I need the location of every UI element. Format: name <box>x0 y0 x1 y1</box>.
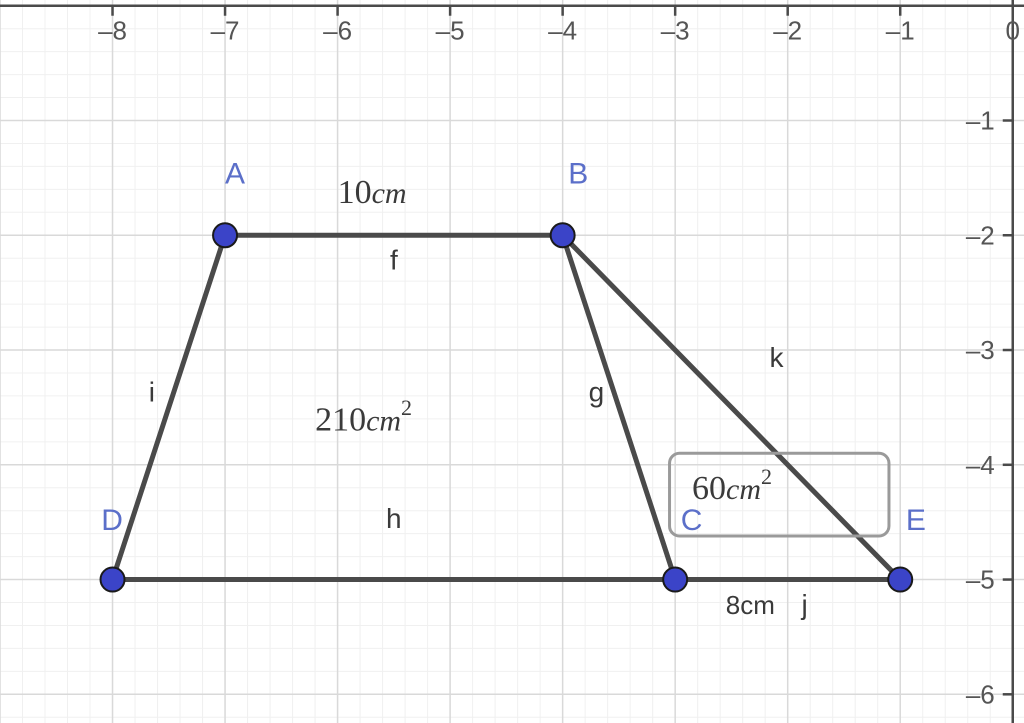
x-tick-label: –2 <box>773 16 802 46</box>
x-tick-label: –4 <box>548 16 577 46</box>
point-D[interactable] <box>101 568 125 592</box>
x-tick-label: –3 <box>661 16 690 46</box>
segment-label-g: g <box>589 377 605 408</box>
x-tick-label: –8 <box>98 16 127 46</box>
x-tick-label: –6 <box>323 16 352 46</box>
point-label-A: A <box>225 158 245 191</box>
plot-background <box>0 0 1024 723</box>
y-tick-label: –5 <box>966 565 995 595</box>
y-tick-label: –3 <box>966 335 995 365</box>
point-label-E: E <box>906 504 926 537</box>
segment-label-f: f <box>390 245 398 276</box>
point-label-D: D <box>101 504 123 537</box>
annotation-len10: 10cm <box>338 174 407 211</box>
point-C[interactable] <box>663 568 687 592</box>
point-label-B: B <box>568 158 588 191</box>
segment-label-k: k <box>769 342 784 373</box>
x-tick-label: –5 <box>436 16 465 46</box>
coordinate-plane[interactable]: –8 –7 –6 –5 –4 –3 –2 –1 0 –1 –2 –3 –4 –5 –6 A B C D Ef g h i j k… <box>0 0 1024 723</box>
segment-label-i: i <box>149 377 155 408</box>
y-tick-label: –2 <box>966 220 995 250</box>
y-tick-label: –4 <box>966 450 995 480</box>
annotation-len8: 8cm <box>726 590 775 620</box>
point-A[interactable] <box>213 223 237 247</box>
segment-label-j: j <box>800 589 807 620</box>
x-tick-label: 0 <box>1006 16 1020 46</box>
point-label-C: C <box>681 504 703 537</box>
x-tick-label: –1 <box>886 16 915 46</box>
y-tick-label: –6 <box>966 679 995 709</box>
point-E[interactable] <box>888 568 912 592</box>
point-B[interactable] <box>551 223 575 247</box>
y-tick-label: –1 <box>966 106 995 136</box>
segment-label-h: h <box>386 503 402 534</box>
x-tick-label: –7 <box>211 16 240 46</box>
